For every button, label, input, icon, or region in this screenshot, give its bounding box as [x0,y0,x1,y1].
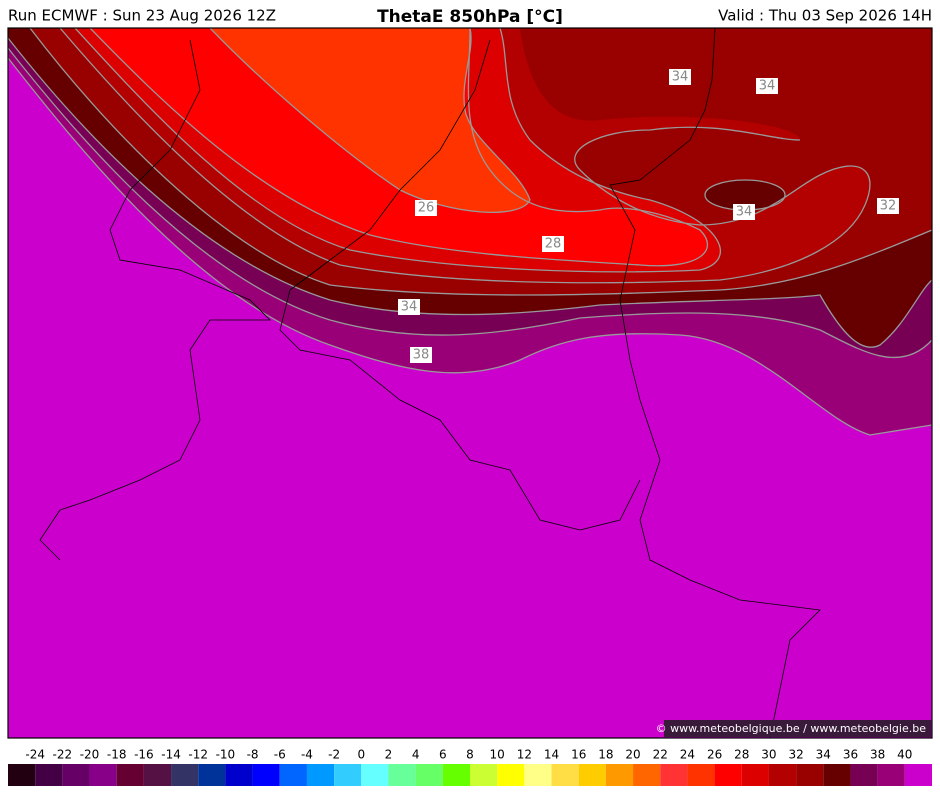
contour-labels: 34 34 26 28 34 32 34 38 [398,69,899,363]
contour-label: 28 [545,237,562,252]
credit: © www.meteobelgique.be / www.meteobelgie… [656,722,927,735]
map-frame [7,27,933,739]
colorbar-swatch [660,764,688,786]
colorbar-swatch [171,764,199,786]
colorbar-swatch [279,764,307,786]
colorbar-swatch [796,764,824,786]
colorbar-label: 12 [517,748,532,762]
colorbar-label: -12 [188,748,208,762]
colorbar-swatch [334,764,362,786]
colorbar-swatch [143,764,172,786]
colorbar-label: 6 [439,748,447,762]
colorbar-swatch [89,764,117,786]
contour-label: 26 [418,201,435,216]
isolines [8,28,932,436]
colorbar-label: 40 [897,748,912,762]
colorbar-swatch [714,764,742,786]
colorbar-label: 2 [385,748,393,762]
colorbar-swatch [415,764,443,786]
colorbar-label: -14 [161,748,181,762]
colorbar-swatch [768,764,797,786]
colorbar-swatch [35,764,63,786]
colorbar-label: -22 [53,748,73,762]
colorbar-swatch [524,764,552,786]
colorbar-swatch [850,764,878,786]
contour-label: 38 [413,348,430,363]
colorbar-label: -2 [328,748,340,762]
contour-label: 34 [401,300,418,315]
colorbar-swatch [198,764,226,786]
contour-label: 34 [759,79,776,94]
band-24 [210,28,530,213]
colorbar-swatch [551,764,579,786]
colorbar-label: 28 [734,748,749,762]
colorbar-swatch [442,764,470,786]
colorbar-label: -18 [107,748,127,762]
borders [39,28,821,738]
map-title: ThetaE 850hPa [°C] [377,7,563,27]
colorbar-swatch [633,764,661,786]
colorbar-label: -6 [274,748,286,762]
colorbar-label: 38 [870,748,885,762]
colorbar-label: 30 [761,748,776,762]
colorbar-label: 32 [788,748,803,762]
contour-label: 34 [672,70,689,85]
colorbar-label: 0 [357,748,365,762]
colorbar-swatch [904,764,932,786]
colorbar: -24 -22 -20 -18 -16 -14 -12 -10 -8 -6 -4 -2 0 2 4 6 8 10 1… [8,748,932,786]
colorbar-swatch [687,764,715,786]
colorbar-label: 16 [571,748,586,762]
contour-label: 32 [880,199,897,214]
colorbar-label: -10 [216,748,236,762]
colorbar-swatch [877,764,905,786]
colorbar-swatch [497,764,525,786]
colorbar-swatch [225,764,253,786]
colorbar-swatch [578,764,606,786]
colorbar-label: 14 [544,748,559,762]
colorbar-label: 22 [653,748,668,762]
colorbar-label: -4 [301,748,313,762]
colorbar-label: 4 [412,748,420,762]
colorbar-label: 36 [843,748,858,762]
colorbar-swatch [8,764,36,786]
colorbar-label: -16 [134,748,154,762]
colorbar-swatch [741,764,769,786]
colorbar-label: -20 [80,748,100,762]
colorbar-label: 18 [598,748,613,762]
colorbar-swatch [252,764,280,786]
colorbar-label: -24 [25,748,45,762]
valid-info: Valid : Thu 03 Sep 2026 14H [718,7,932,25]
run-info: Run ECMWF : Sun 23 Aug 2026 12Z [8,7,276,25]
colorbar-swatch [605,764,634,786]
credit-box [664,720,931,737]
colorbar-label: 24 [680,748,695,762]
colorbar-swatch [62,764,90,786]
colorbar-swatch [361,764,389,786]
colorbar-label: 10 [490,748,505,762]
colorbar-label: 26 [707,748,722,762]
colorbar-label: 34 [816,748,831,762]
contour-label: 34 [736,205,753,220]
colorbar-label: -8 [247,748,259,762]
colorbar-swatch [306,764,335,786]
band-34-blob [705,180,785,210]
colorbar-swatch [823,764,851,786]
colorbar-label: 20 [625,748,640,762]
colorbar-swatch [470,764,498,786]
colorbar-swatch [116,764,144,786]
band-32-top [527,28,932,122]
colorbar-swatch [388,764,416,786]
colorbar-label: 8 [466,748,474,762]
map: 34 34 26 28 34 32 34 38 © www.meteobelgi… [7,27,933,739]
